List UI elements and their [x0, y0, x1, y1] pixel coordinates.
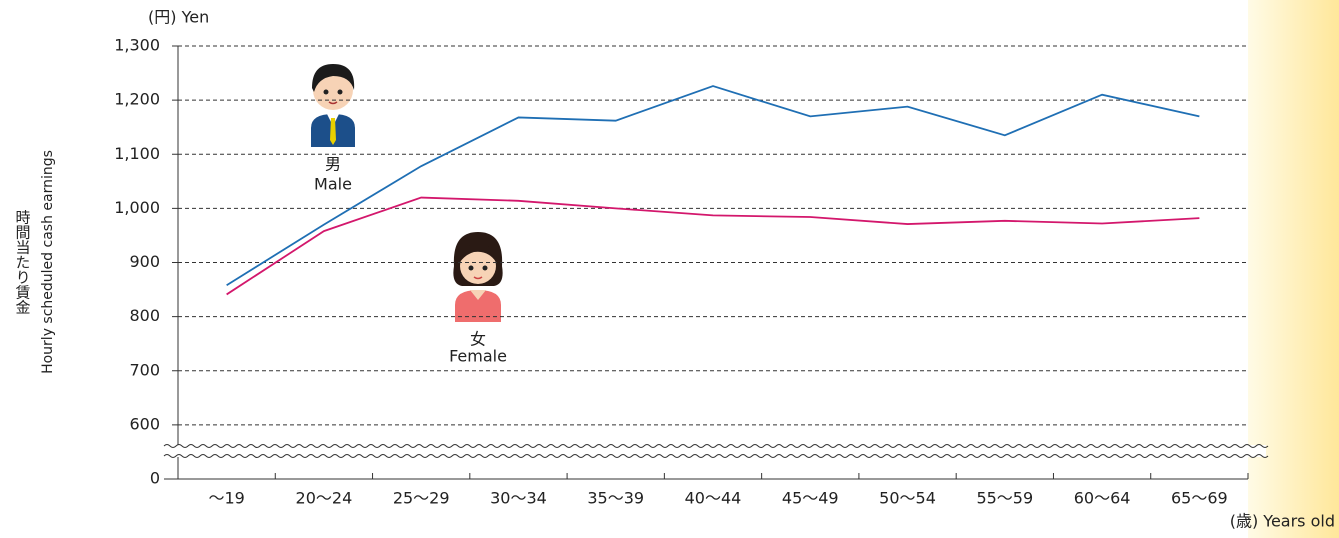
y-tick-label: 1,200 — [114, 90, 160, 109]
y-axis-label-en: Hourly scheduled cash earnings — [40, 150, 56, 374]
y-tick-label: 0 — [150, 469, 160, 488]
axis-break-line — [163, 444, 1269, 448]
legend-label-ja: 男 — [325, 155, 341, 174]
x-tick-label: 35～39 — [587, 489, 644, 508]
x-tick-label: 60～64 — [1074, 489, 1131, 508]
x-tick-label: 40～44 — [685, 489, 742, 508]
y-tick-label: 1,300 — [114, 36, 160, 55]
y-tick-label: 800 — [129, 306, 160, 325]
x-tick-label: 20～24 — [296, 489, 353, 508]
y-tick-label: 900 — [129, 252, 160, 271]
y-tick-label: 1,100 — [114, 144, 160, 163]
legend-label: Female — [449, 347, 507, 366]
x-tick-label: 25～29 — [393, 489, 450, 508]
x-tick-label: 65～69 — [1171, 489, 1228, 508]
x-tick-label: 30～34 — [490, 489, 547, 508]
x-tick-label: 45～49 — [782, 489, 839, 508]
male-icon — [311, 64, 355, 147]
x-tick-label: 55～59 — [976, 489, 1033, 508]
series-line — [226, 85, 1200, 286]
legend-label-ja: 女 — [470, 330, 486, 349]
x-tick-label: 50～54 — [879, 489, 936, 508]
y-tick-label: 700 — [129, 360, 160, 379]
x-axis-label: (歳) Years old — [1230, 512, 1335, 531]
y-axis-label-ja: 時間当たり賃金 — [14, 210, 32, 315]
series-line — [226, 196, 1200, 296]
y-unit-label: (円) Yen — [148, 8, 209, 27]
x-tick-label: ～19 — [208, 489, 244, 508]
axis-break-gap — [164, 445, 1266, 457]
legend-label: Male — [314, 175, 352, 194]
y-tick-label: 600 — [129, 414, 160, 433]
side-strip — [1248, 0, 1339, 538]
axis-break-line — [163, 454, 1269, 458]
y-tick-label: 1,000 — [114, 198, 160, 217]
female-icon — [453, 232, 503, 322]
